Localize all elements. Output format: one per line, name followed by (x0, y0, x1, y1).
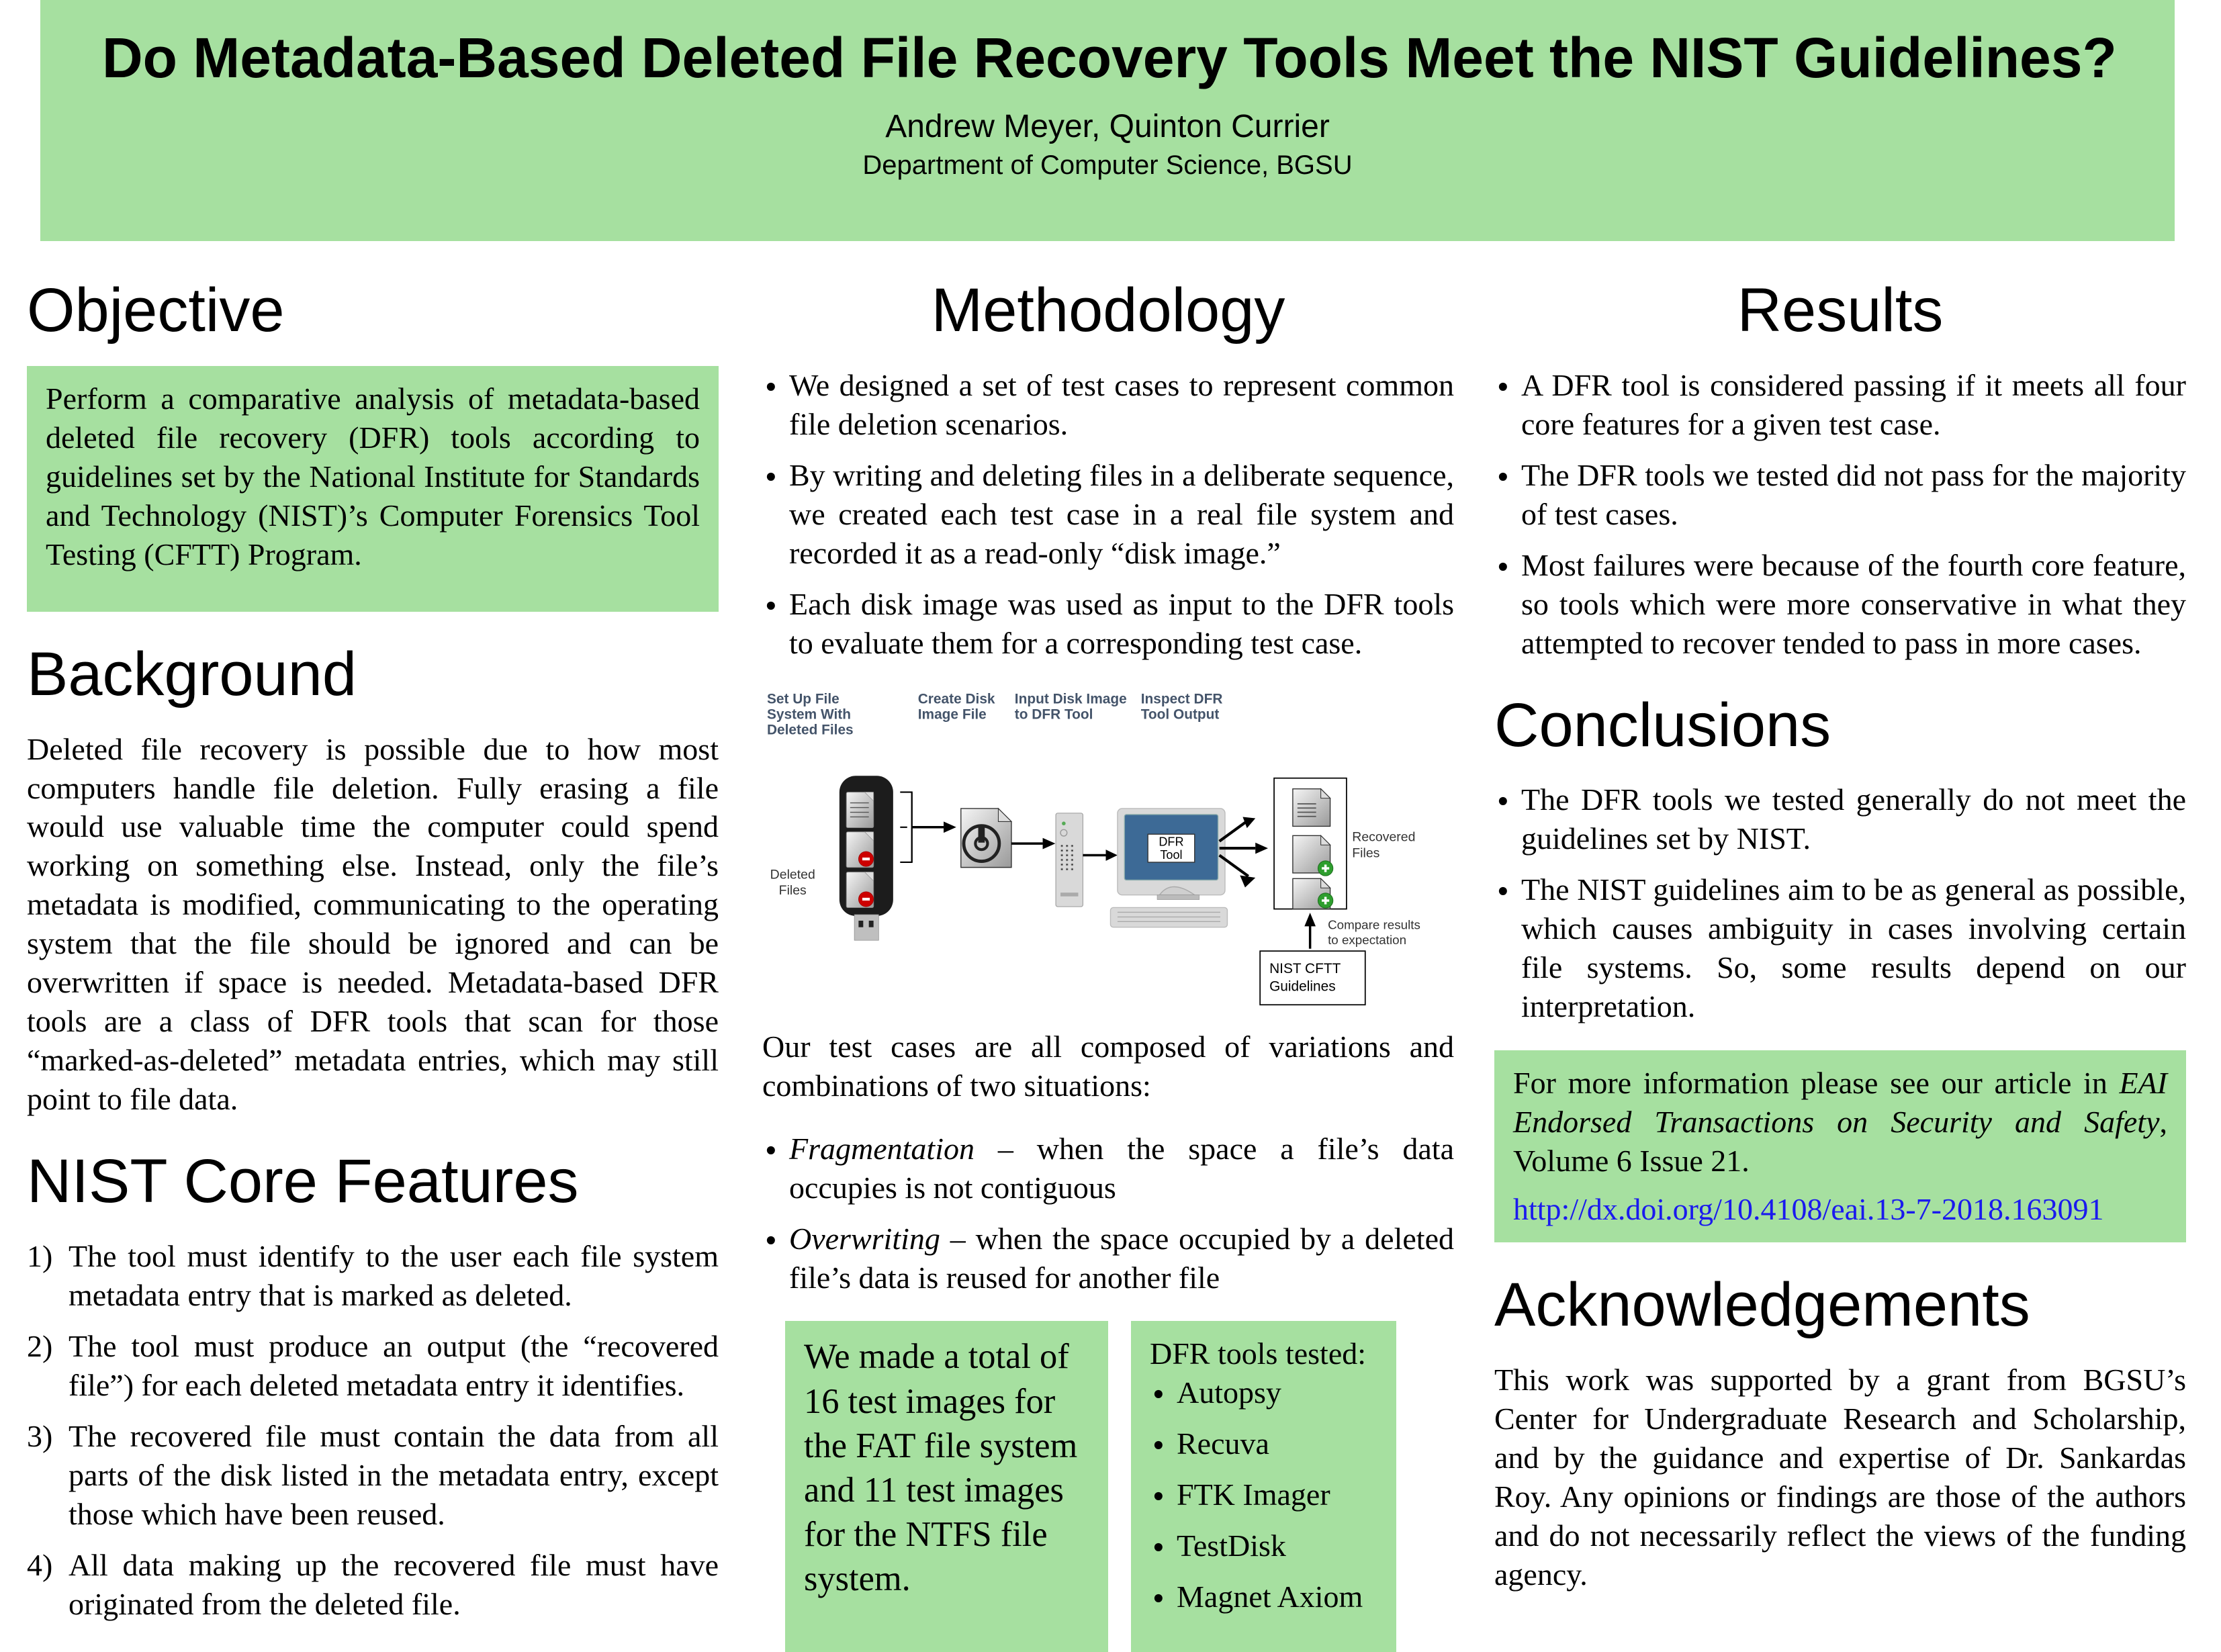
svg-text:DFR: DFR (1159, 835, 1183, 848)
svg-text:NIST CFTT: NIST CFTT (1269, 960, 1341, 976)
svg-text:Files: Files (1352, 845, 1379, 860)
svg-text:Recovered: Recovered (1352, 829, 1415, 844)
svg-text:Files: Files (779, 883, 807, 898)
svg-text:to expectation: to expectation (1328, 932, 1406, 946)
svg-text:Image File: Image File (918, 706, 987, 722)
svg-text:Tool Output: Tool Output (1141, 706, 1220, 722)
svg-text:Inspect DFR: Inspect DFR (1141, 691, 1223, 706)
svg-text:System With: System With (767, 706, 851, 722)
svg-text:Input Disk Image: Input Disk Image (1015, 691, 1127, 706)
svg-text:Deleted Files: Deleted Files (767, 722, 854, 737)
svg-text:Deleted: Deleted (770, 867, 815, 882)
svg-text:Tool: Tool (1160, 848, 1182, 862)
svg-text:Set Up File: Set Up File (767, 691, 840, 706)
svg-text:to DFR Tool: to DFR Tool (1015, 706, 1093, 722)
svg-text:Guidelines: Guidelines (1269, 978, 1336, 994)
svg-text:Create Disk: Create Disk (918, 691, 995, 706)
svg-text:Compare results: Compare results (1328, 917, 1420, 931)
